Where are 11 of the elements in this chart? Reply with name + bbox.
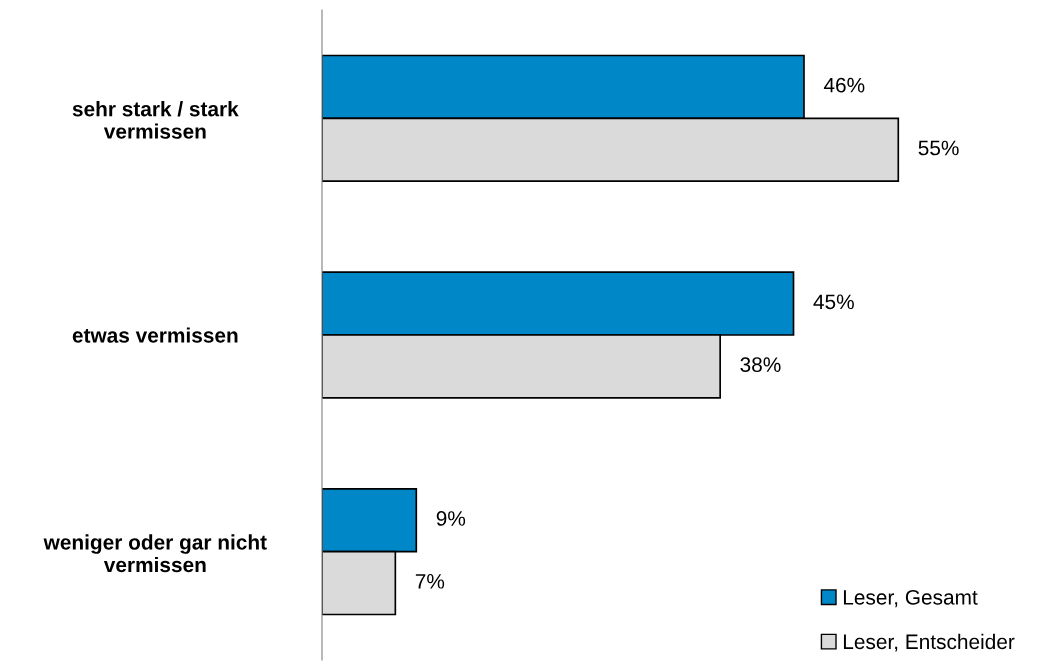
data-label: 38% [740,357,781,373]
legend-label: Leser, Gesamt [843,589,978,608]
data-label: 46% [823,77,865,93]
data-label: 55% [918,140,959,156]
data-label: 45% [813,294,854,310]
legend-label: Leser, Entscheider [843,633,1015,652]
data-label: 7% [415,574,445,589]
y-tick-label: weniger oder gar nicht vermissen [43,534,267,573]
y-tick-label: sehr stark / stark vermissen [72,101,239,139]
y-tick-label: etwas vermissen [72,327,238,343]
data-label: 9% [436,511,466,526]
